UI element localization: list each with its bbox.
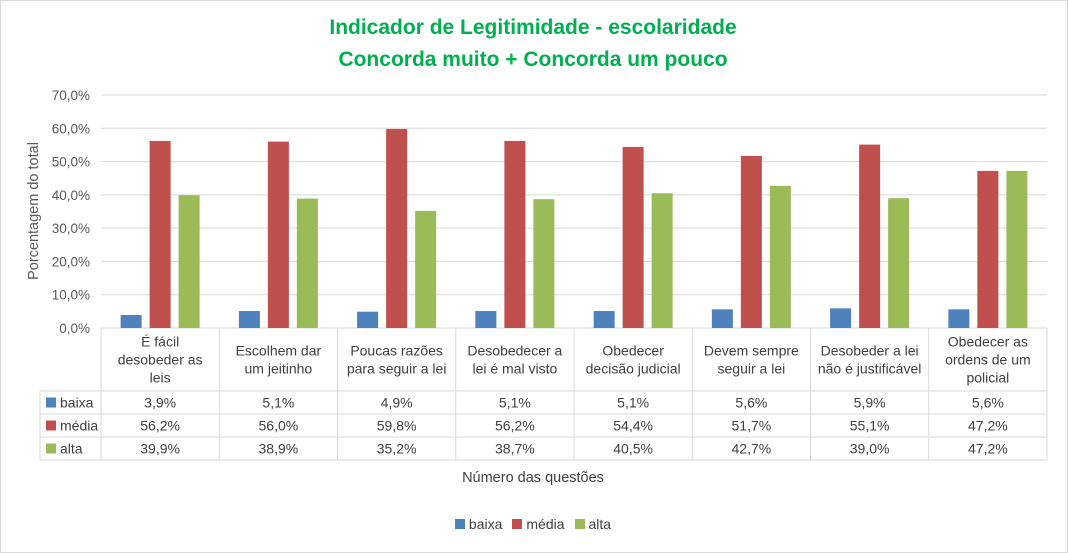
- y-tick-label: 30,0%: [52, 221, 90, 236]
- data-label: 56,2%: [495, 418, 535, 434]
- data-label: 39,0%: [850, 441, 890, 457]
- legend-label: baixa: [468, 516, 503, 532]
- row-label-média: média: [60, 418, 98, 434]
- bar-alta-5: [651, 193, 673, 328]
- legend-item-alta: alta: [574, 516, 612, 532]
- row-legend-key-baixa: [46, 397, 56, 408]
- data-label: 47,2%: [968, 441, 1008, 457]
- row-label-alta: alta: [60, 441, 83, 457]
- data-label: 5,6%: [972, 395, 1004, 411]
- bar-baixa-2: [238, 311, 260, 328]
- data-label: 59,8%: [377, 418, 417, 434]
- legend-label: alta: [588, 516, 612, 532]
- chart-subtitle: Concorda muito + Concorda um pouco: [338, 48, 728, 71]
- bar-baixa-3: [357, 311, 379, 328]
- data-label: 56,2%: [140, 418, 180, 434]
- bar-baixa-5: [593, 311, 615, 328]
- data-label: 56,0%: [259, 418, 299, 434]
- bar-alta-8: [1006, 170, 1028, 328]
- x-tick-label: Escolhem dar um jeitinho: [236, 343, 322, 377]
- legend-label: média: [526, 516, 565, 532]
- bar-média-7: [859, 144, 881, 328]
- x-tick-label: Desobeder a lei não é justificável: [818, 343, 922, 377]
- bar-baixa-6: [711, 309, 733, 328]
- legend-item-média: média: [512, 516, 565, 532]
- data-label: 55,1%: [850, 418, 890, 434]
- data-label: 5,1%: [499, 395, 531, 411]
- data-label: 4,9%: [381, 395, 413, 411]
- x-tick-label: Desobedecer a lei é mal visto: [467, 343, 562, 377]
- bar-média-4: [504, 140, 526, 328]
- data-label: 47,2%: [968, 418, 1008, 434]
- bar-baixa-4: [475, 311, 497, 328]
- bar-alta-1: [178, 195, 200, 328]
- x-tick-label: É fácil desobeder as leis: [118, 334, 203, 386]
- x-tick-label: Obedecer decisão judicial: [586, 343, 681, 377]
- data-label: 38,9%: [259, 441, 299, 457]
- chart-title-block: Indicador de Legitimidade - escolaridade…: [0, 12, 1066, 76]
- bar-baixa-1: [120, 315, 142, 328]
- data-label: 40,5%: [613, 441, 653, 457]
- bar-média-6: [740, 155, 762, 328]
- data-label: 5,6%: [735, 395, 767, 411]
- y-tick-label: 60,0%: [52, 121, 90, 136]
- bar-alta-3: [415, 210, 437, 328]
- y-tick-label: 0,0%: [59, 321, 90, 336]
- bar-média-1: [149, 140, 171, 328]
- legend-swatch: [574, 519, 585, 529]
- data-label: 39,9%: [140, 441, 180, 457]
- bar-alta-4: [533, 199, 555, 328]
- y-tick-label: 50,0%: [52, 155, 90, 170]
- bar-alta-6: [769, 185, 791, 328]
- x-tick-label: Devem sempre seguir a lei: [704, 343, 799, 377]
- data-label: 5,1%: [617, 395, 649, 411]
- data-label: 5,1%: [262, 395, 294, 411]
- bar-média-3: [386, 128, 408, 328]
- data-label: 5,9%: [854, 395, 886, 411]
- y-tick-label: 40,0%: [52, 188, 90, 203]
- bar-alta-7: [888, 198, 910, 328]
- x-tick-label: Obedecer as ordens de um policial: [945, 334, 1031, 386]
- bar-baixa-8: [948, 309, 970, 328]
- data-label: 51,7%: [732, 418, 772, 434]
- row-legend-key-alta: [46, 443, 56, 454]
- bar-média-5: [622, 146, 644, 328]
- row-label-baixa: baixa: [60, 395, 94, 411]
- legend-swatch: [454, 519, 465, 529]
- y-tick-label: 10,0%: [52, 288, 90, 303]
- bar-baixa-7: [830, 308, 852, 328]
- y-axis-label: Porcentagem do total: [26, 142, 42, 280]
- bar-média-8: [977, 170, 999, 328]
- data-label: 3,9%: [144, 395, 176, 411]
- data-label: 38,7%: [495, 441, 535, 457]
- chart-title: Indicador de Legitimidade - escolaridade: [329, 16, 737, 39]
- bar-média-2: [267, 141, 289, 328]
- legend-swatch: [512, 519, 523, 529]
- data-label: 54,4%: [613, 418, 653, 434]
- y-tick-label: 20,0%: [52, 254, 90, 269]
- data-label: 42,7%: [732, 441, 772, 457]
- row-legend-key-média: [46, 420, 56, 431]
- x-tick-label: Poucas razões para seguir a lei: [347, 343, 447, 377]
- y-tick-label: 70,0%: [52, 88, 90, 103]
- chart-legend: baixa média alta: [0, 516, 1066, 532]
- legend-item-baixa: baixa: [454, 516, 503, 532]
- bar-alta-2: [296, 198, 318, 328]
- x-axis-label: Número das questões: [462, 470, 604, 486]
- data-label: 35,2%: [377, 441, 417, 457]
